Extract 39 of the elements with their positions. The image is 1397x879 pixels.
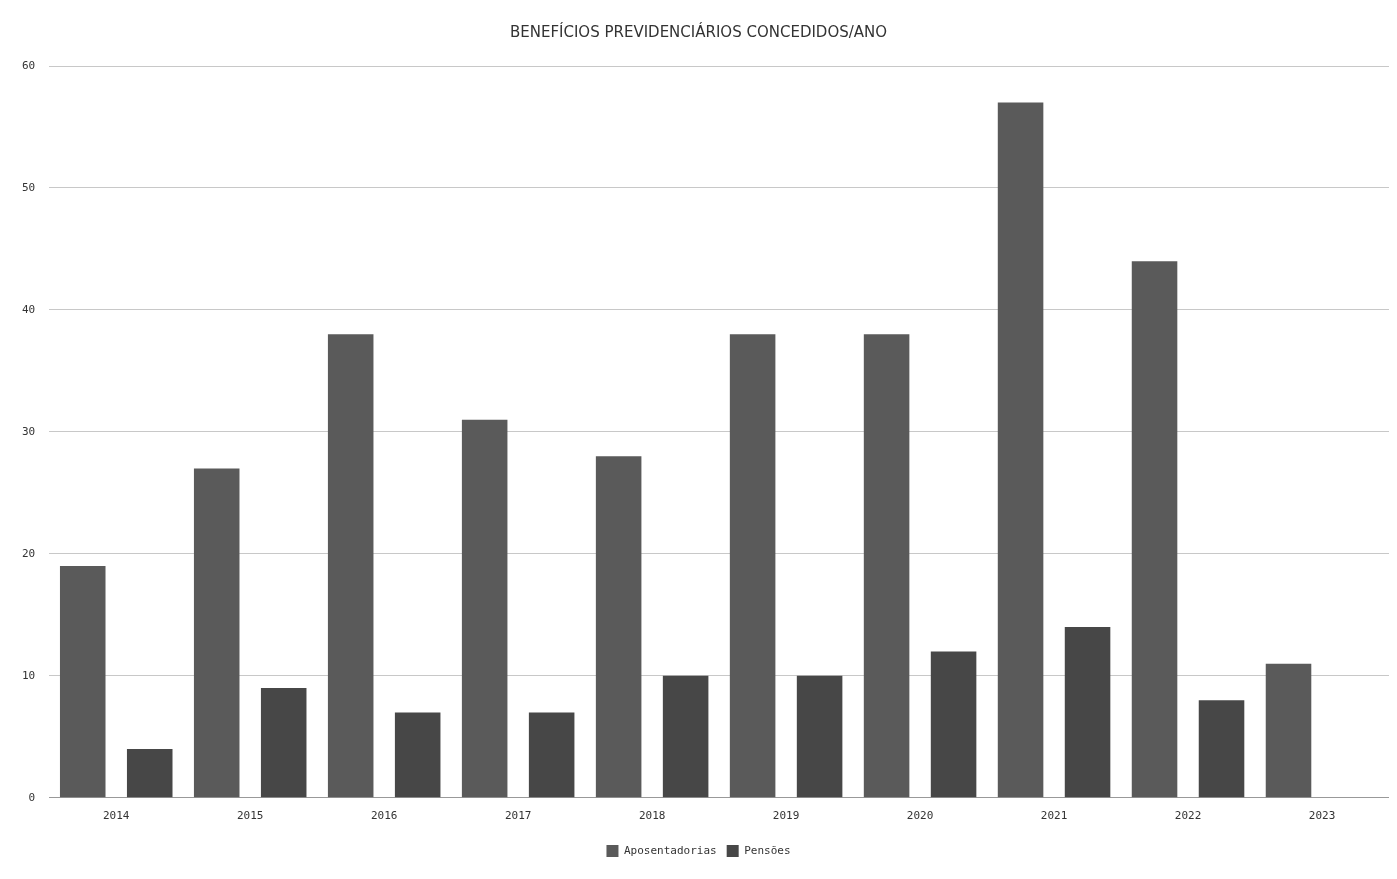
bar <box>1131 261 1178 798</box>
bar <box>193 468 240 798</box>
x-tick-label: 2022 <box>1174 809 1202 823</box>
bar <box>796 675 843 798</box>
y-tick-label: 60 <box>22 58 36 72</box>
bar <box>528 712 575 798</box>
y-tick-label: 10 <box>22 668 36 682</box>
bar <box>1265 663 1312 798</box>
bar <box>930 651 977 798</box>
bar <box>1198 700 1245 798</box>
legend-label: Pensões <box>744 843 791 857</box>
bar <box>327 334 374 798</box>
x-tick-label: 2017 <box>504 809 532 823</box>
bar <box>863 334 910 798</box>
y-tick-label: 30 <box>22 424 36 438</box>
x-tick-label: 2014 <box>102 809 130 823</box>
bar <box>1064 627 1111 798</box>
bar <box>997 102 1044 798</box>
x-tick-label: 2016 <box>370 809 398 823</box>
y-tick-label: 20 <box>22 546 36 560</box>
y-tick-label: 40 <box>22 302 36 316</box>
bar <box>662 675 709 798</box>
bar <box>59 566 106 798</box>
y-tick-label: 50 <box>22 180 36 194</box>
x-tick-label: 2023 <box>1308 809 1336 823</box>
bar <box>394 712 441 798</box>
bar <box>461 419 508 798</box>
bar <box>126 749 173 798</box>
y-tick-label: 0 <box>28 790 36 804</box>
chart-title: BENEFÍCIOS PREVIDENCIÁRIOS CONCEDIDOS/ANO <box>509 21 888 41</box>
x-tick-label: 2015 <box>236 809 264 823</box>
x-tick-label: 2019 <box>772 809 800 823</box>
x-tick-label: 2021 <box>1040 809 1068 823</box>
x-tick-label: 2018 <box>638 809 666 823</box>
x-tick-label: 2020 <box>906 809 934 823</box>
bar <box>595 456 642 798</box>
bar <box>729 334 776 798</box>
bar <box>260 688 307 798</box>
legend-label: Aposentadorias <box>623 843 717 857</box>
